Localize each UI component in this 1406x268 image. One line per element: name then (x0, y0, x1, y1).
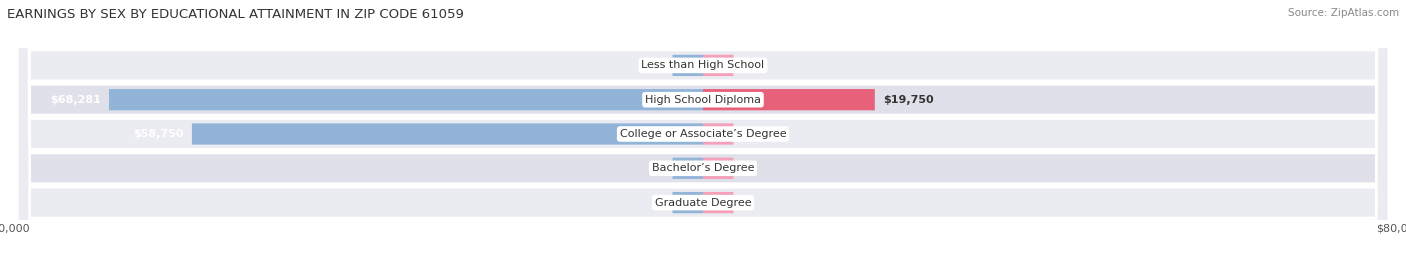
FancyBboxPatch shape (703, 89, 875, 110)
Text: $0: $0 (741, 163, 755, 173)
FancyBboxPatch shape (17, 0, 1389, 268)
FancyBboxPatch shape (17, 0, 1389, 268)
FancyBboxPatch shape (703, 192, 734, 213)
FancyBboxPatch shape (17, 0, 1389, 268)
Text: High School Diploma: High School Diploma (645, 95, 761, 105)
FancyBboxPatch shape (672, 192, 703, 213)
Text: $0: $0 (651, 163, 665, 173)
Text: $0: $0 (741, 129, 755, 139)
Text: $19,750: $19,750 (883, 95, 934, 105)
Text: $0: $0 (741, 60, 755, 70)
FancyBboxPatch shape (17, 0, 1389, 268)
FancyBboxPatch shape (672, 158, 703, 179)
Text: College or Associate’s Degree: College or Associate’s Degree (620, 129, 786, 139)
Text: $0: $0 (651, 60, 665, 70)
FancyBboxPatch shape (672, 55, 703, 76)
FancyBboxPatch shape (191, 123, 703, 145)
Text: $0: $0 (741, 198, 755, 208)
Text: Less than High School: Less than High School (641, 60, 765, 70)
FancyBboxPatch shape (17, 0, 1389, 268)
Text: Bachelor’s Degree: Bachelor’s Degree (652, 163, 754, 173)
FancyBboxPatch shape (703, 158, 734, 179)
FancyBboxPatch shape (703, 123, 734, 145)
Text: $0: $0 (651, 198, 665, 208)
Text: $58,750: $58,750 (134, 129, 184, 139)
FancyBboxPatch shape (703, 55, 734, 76)
Text: Graduate Degree: Graduate Degree (655, 198, 751, 208)
Text: $68,281: $68,281 (49, 95, 101, 105)
FancyBboxPatch shape (110, 89, 703, 110)
Text: EARNINGS BY SEX BY EDUCATIONAL ATTAINMENT IN ZIP CODE 61059: EARNINGS BY SEX BY EDUCATIONAL ATTAINMEN… (7, 8, 464, 21)
Text: Source: ZipAtlas.com: Source: ZipAtlas.com (1288, 8, 1399, 18)
